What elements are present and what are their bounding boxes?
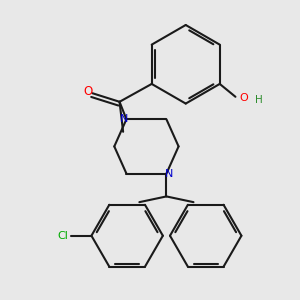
Text: O: O: [240, 93, 248, 103]
Text: H: H: [256, 94, 263, 105]
Text: N: N: [165, 169, 173, 179]
Text: N: N: [119, 114, 128, 124]
Text: Cl: Cl: [57, 231, 68, 241]
Text: O: O: [83, 85, 93, 98]
